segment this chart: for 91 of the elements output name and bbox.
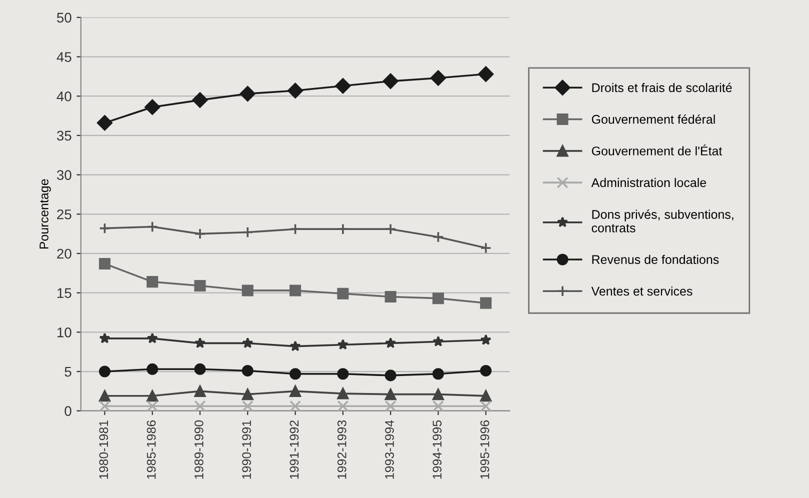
point <box>480 297 492 309</box>
x-tick-label: 1980-1981 <box>99 420 108 479</box>
point <box>242 388 254 400</box>
x-tick-label: 1989-1990 <box>194 420 204 479</box>
point <box>194 228 206 240</box>
point <box>99 332 110 344</box>
point <box>290 368 302 380</box>
point <box>146 390 158 402</box>
point <box>240 86 256 102</box>
legend-label: Gouvernement de l'État <box>592 144 722 156</box>
point <box>337 223 349 235</box>
point <box>242 226 254 238</box>
point <box>242 284 254 296</box>
point <box>98 366 110 378</box>
y-tick-label: 5 <box>64 366 72 377</box>
point <box>480 390 492 402</box>
y-tick-label: 40 <box>56 91 72 102</box>
point <box>480 400 492 412</box>
y-tick-label: 10 <box>57 328 72 338</box>
point <box>337 400 349 412</box>
point <box>432 231 444 243</box>
y-tick-label: 35 <box>56 130 72 141</box>
x-tick-label: 1994-1995 <box>432 420 442 479</box>
point <box>242 337 254 348</box>
y-tick-label: 25 <box>57 209 72 220</box>
point <box>242 364 254 376</box>
y-tick-label: 15 <box>57 288 72 298</box>
point <box>192 92 208 108</box>
point <box>242 400 254 412</box>
point <box>480 242 492 254</box>
point <box>337 288 349 300</box>
y-tick-label: 30 <box>56 170 72 180</box>
point <box>146 400 158 412</box>
point <box>432 368 444 380</box>
legend-label: Revenus de fondations <box>592 254 719 264</box>
point <box>337 388 349 400</box>
point <box>98 390 110 402</box>
point <box>98 222 110 234</box>
point <box>430 70 446 86</box>
point <box>432 388 444 400</box>
point <box>382 73 398 89</box>
point <box>335 78 351 94</box>
y-tick-label: 20 <box>57 248 72 259</box>
point <box>432 400 444 412</box>
point <box>290 340 301 352</box>
point <box>194 400 206 412</box>
point <box>290 284 302 296</box>
point <box>478 66 494 82</box>
x-tick-label: 1985-1986 <box>146 420 156 479</box>
point <box>146 363 158 375</box>
y-tick-label: 0 <box>64 406 72 416</box>
x-tick-label: 1991-1992 <box>290 420 299 479</box>
point <box>290 385 302 397</box>
point <box>480 334 492 345</box>
legend-label: Dons privés, subventions, contrats <box>592 210 734 232</box>
point <box>146 276 158 288</box>
point <box>337 338 348 350</box>
point <box>144 99 160 115</box>
point <box>98 258 110 270</box>
point <box>146 220 158 232</box>
y-axis-title: Pourcentage <box>40 179 51 249</box>
point <box>290 400 302 412</box>
point <box>480 364 492 376</box>
point <box>194 385 206 397</box>
point <box>384 388 396 400</box>
point <box>384 290 396 303</box>
x-tick-label: 1990-1991 <box>242 420 251 479</box>
point <box>96 115 112 131</box>
x-tick-label: 1992-1993 <box>337 420 346 479</box>
point <box>385 337 396 348</box>
x-tick-label: 1993-1994 <box>385 420 394 479</box>
point <box>194 363 206 375</box>
point <box>288 82 304 98</box>
y-tick-label: 50 <box>56 12 72 23</box>
point <box>337 368 349 380</box>
legend-label: Gouvernement fédéral <box>592 114 715 124</box>
point <box>384 370 396 382</box>
point <box>432 292 444 304</box>
legend-label: Ventes et services <box>591 286 692 296</box>
point <box>384 400 396 412</box>
point <box>194 337 206 348</box>
point <box>194 280 206 292</box>
legend-label: Droits et frais de scolarité <box>592 82 732 92</box>
point <box>384 223 396 235</box>
point <box>98 400 110 412</box>
point <box>146 332 158 344</box>
point <box>290 223 302 235</box>
point <box>432 336 444 346</box>
y-tick-label: 45 <box>56 52 72 62</box>
x-tick-label: 1995-1996 <box>480 420 490 479</box>
legend-label: Administration locale <box>591 178 706 188</box>
